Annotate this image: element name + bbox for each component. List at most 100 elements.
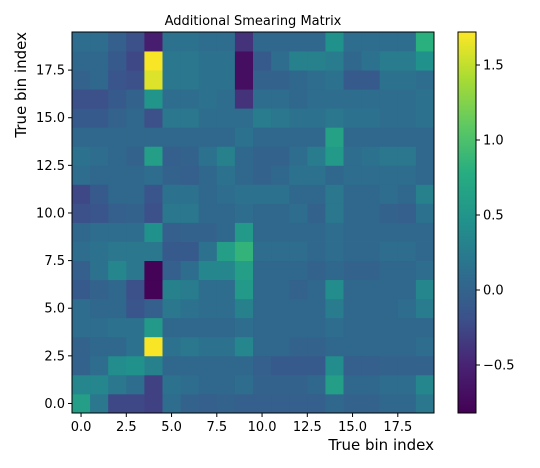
heatmap-cell	[361, 70, 381, 90]
heatmap-cell	[307, 108, 326, 128]
heatmap-cell	[343, 32, 362, 52]
heatmap-cell	[415, 203, 435, 223]
heatmap-cell	[198, 222, 218, 242]
heatmap-cell	[108, 108, 127, 128]
heatmap-cell	[198, 127, 218, 147]
heatmap-cell	[180, 279, 200, 300]
heatmap-cell	[198, 374, 218, 395]
heatmap-cell	[234, 317, 254, 338]
heatmap-cell	[162, 393, 181, 414]
heatmap-cell	[379, 203, 399, 223]
colorbar	[457, 31, 477, 414]
heatmap-cell	[361, 355, 381, 376]
y-tick-label: 2.5	[44, 349, 65, 364]
heatmap-cell	[72, 89, 91, 109]
heatmap-cell	[162, 89, 181, 109]
heatmap-cell	[90, 51, 109, 71]
heatmap-cell	[271, 184, 290, 204]
heatmap-cell	[379, 146, 399, 166]
heatmap-cell	[253, 279, 272, 300]
heatmap-cell	[253, 108, 272, 128]
heatmap-cell	[307, 165, 326, 185]
heatmap-cell	[415, 393, 435, 414]
heatmap-cell	[361, 146, 381, 166]
heatmap-cell	[90, 241, 109, 261]
heatmap-cell	[72, 108, 91, 128]
heatmap-cell	[72, 203, 91, 223]
heatmap-cell	[307, 241, 326, 261]
heatmap-cell	[90, 279, 109, 300]
heatmap-cell	[397, 222, 417, 242]
heatmap-cell	[343, 393, 362, 414]
heatmap-cell	[162, 298, 181, 319]
heatmap-cell	[307, 298, 326, 319]
heatmap-cell	[397, 32, 417, 52]
heatmap-cell	[307, 127, 326, 147]
heatmap-cell	[126, 355, 145, 376]
heatmap-cell	[415, 222, 435, 242]
heatmap-cell	[361, 32, 381, 52]
heatmap-cell	[271, 279, 290, 300]
heatmap-cell	[72, 184, 91, 204]
y-tick-label: 0.0	[44, 397, 65, 412]
heatmap-cell	[216, 70, 236, 90]
heatmap-cell	[271, 355, 290, 376]
heatmap-cell	[72, 317, 91, 338]
heatmap-cell	[216, 108, 236, 128]
heatmap-cell	[234, 89, 254, 109]
heatmap-cell	[144, 146, 163, 166]
heatmap-cell	[180, 260, 200, 281]
heatmap-cell	[361, 298, 381, 319]
heatmap-cell	[198, 89, 218, 109]
heatmap-cell	[361, 222, 381, 242]
heatmap-cell	[216, 336, 236, 357]
heatmap-cell	[126, 108, 145, 128]
heatmap-cell	[271, 260, 290, 281]
heatmap-cell	[72, 260, 91, 281]
heatmap-cell	[198, 298, 218, 319]
heatmap-cell	[198, 146, 218, 166]
heatmap-cell	[72, 336, 91, 357]
heatmap-cell	[271, 203, 290, 223]
heatmap-cell	[415, 51, 435, 71]
heatmap-cell	[271, 108, 290, 128]
heatmap-cell	[162, 70, 181, 90]
heatmap-cell	[379, 260, 399, 281]
heatmap-cell	[180, 336, 200, 357]
heatmap-cell	[144, 336, 163, 357]
heatmap-cell	[325, 203, 344, 223]
heatmap-cell	[289, 260, 308, 281]
x-tick-label: 2.5	[116, 420, 137, 435]
heatmap-cell	[198, 355, 218, 376]
heatmap-cell	[108, 317, 127, 338]
heatmap-cell	[162, 184, 181, 204]
heatmap-cell	[379, 298, 399, 319]
heatmap-cell	[397, 317, 417, 338]
heatmap-cell	[253, 32, 272, 52]
heatmap-cell	[397, 393, 417, 414]
heatmap-cell	[216, 298, 236, 319]
heatmap-cell	[343, 146, 362, 166]
heatmap-cell	[361, 317, 381, 338]
heatmap-cell	[415, 279, 435, 300]
heatmap-cell	[180, 51, 200, 71]
heatmap-cell	[234, 241, 254, 261]
heatmap-cell	[379, 127, 399, 147]
heatmap-cell	[325, 393, 344, 414]
heatmap-cell	[343, 336, 362, 357]
heatmap-cell	[325, 279, 344, 300]
heatmap-cell	[90, 184, 109, 204]
heatmap-cell	[72, 241, 91, 261]
heatmap-cell	[126, 70, 145, 90]
heatmap-cell	[126, 279, 145, 300]
heatmap-cell	[379, 241, 399, 261]
heatmap-cell	[198, 336, 218, 357]
heatmap-cell	[234, 127, 254, 147]
heatmap-cell	[198, 279, 218, 300]
heatmap-cell	[180, 203, 200, 223]
heatmap-cell	[307, 260, 326, 281]
heatmap-cell	[325, 165, 344, 185]
heatmap-cell	[397, 203, 417, 223]
heatmap-cell	[271, 374, 290, 395]
heatmap-cell	[307, 146, 326, 166]
